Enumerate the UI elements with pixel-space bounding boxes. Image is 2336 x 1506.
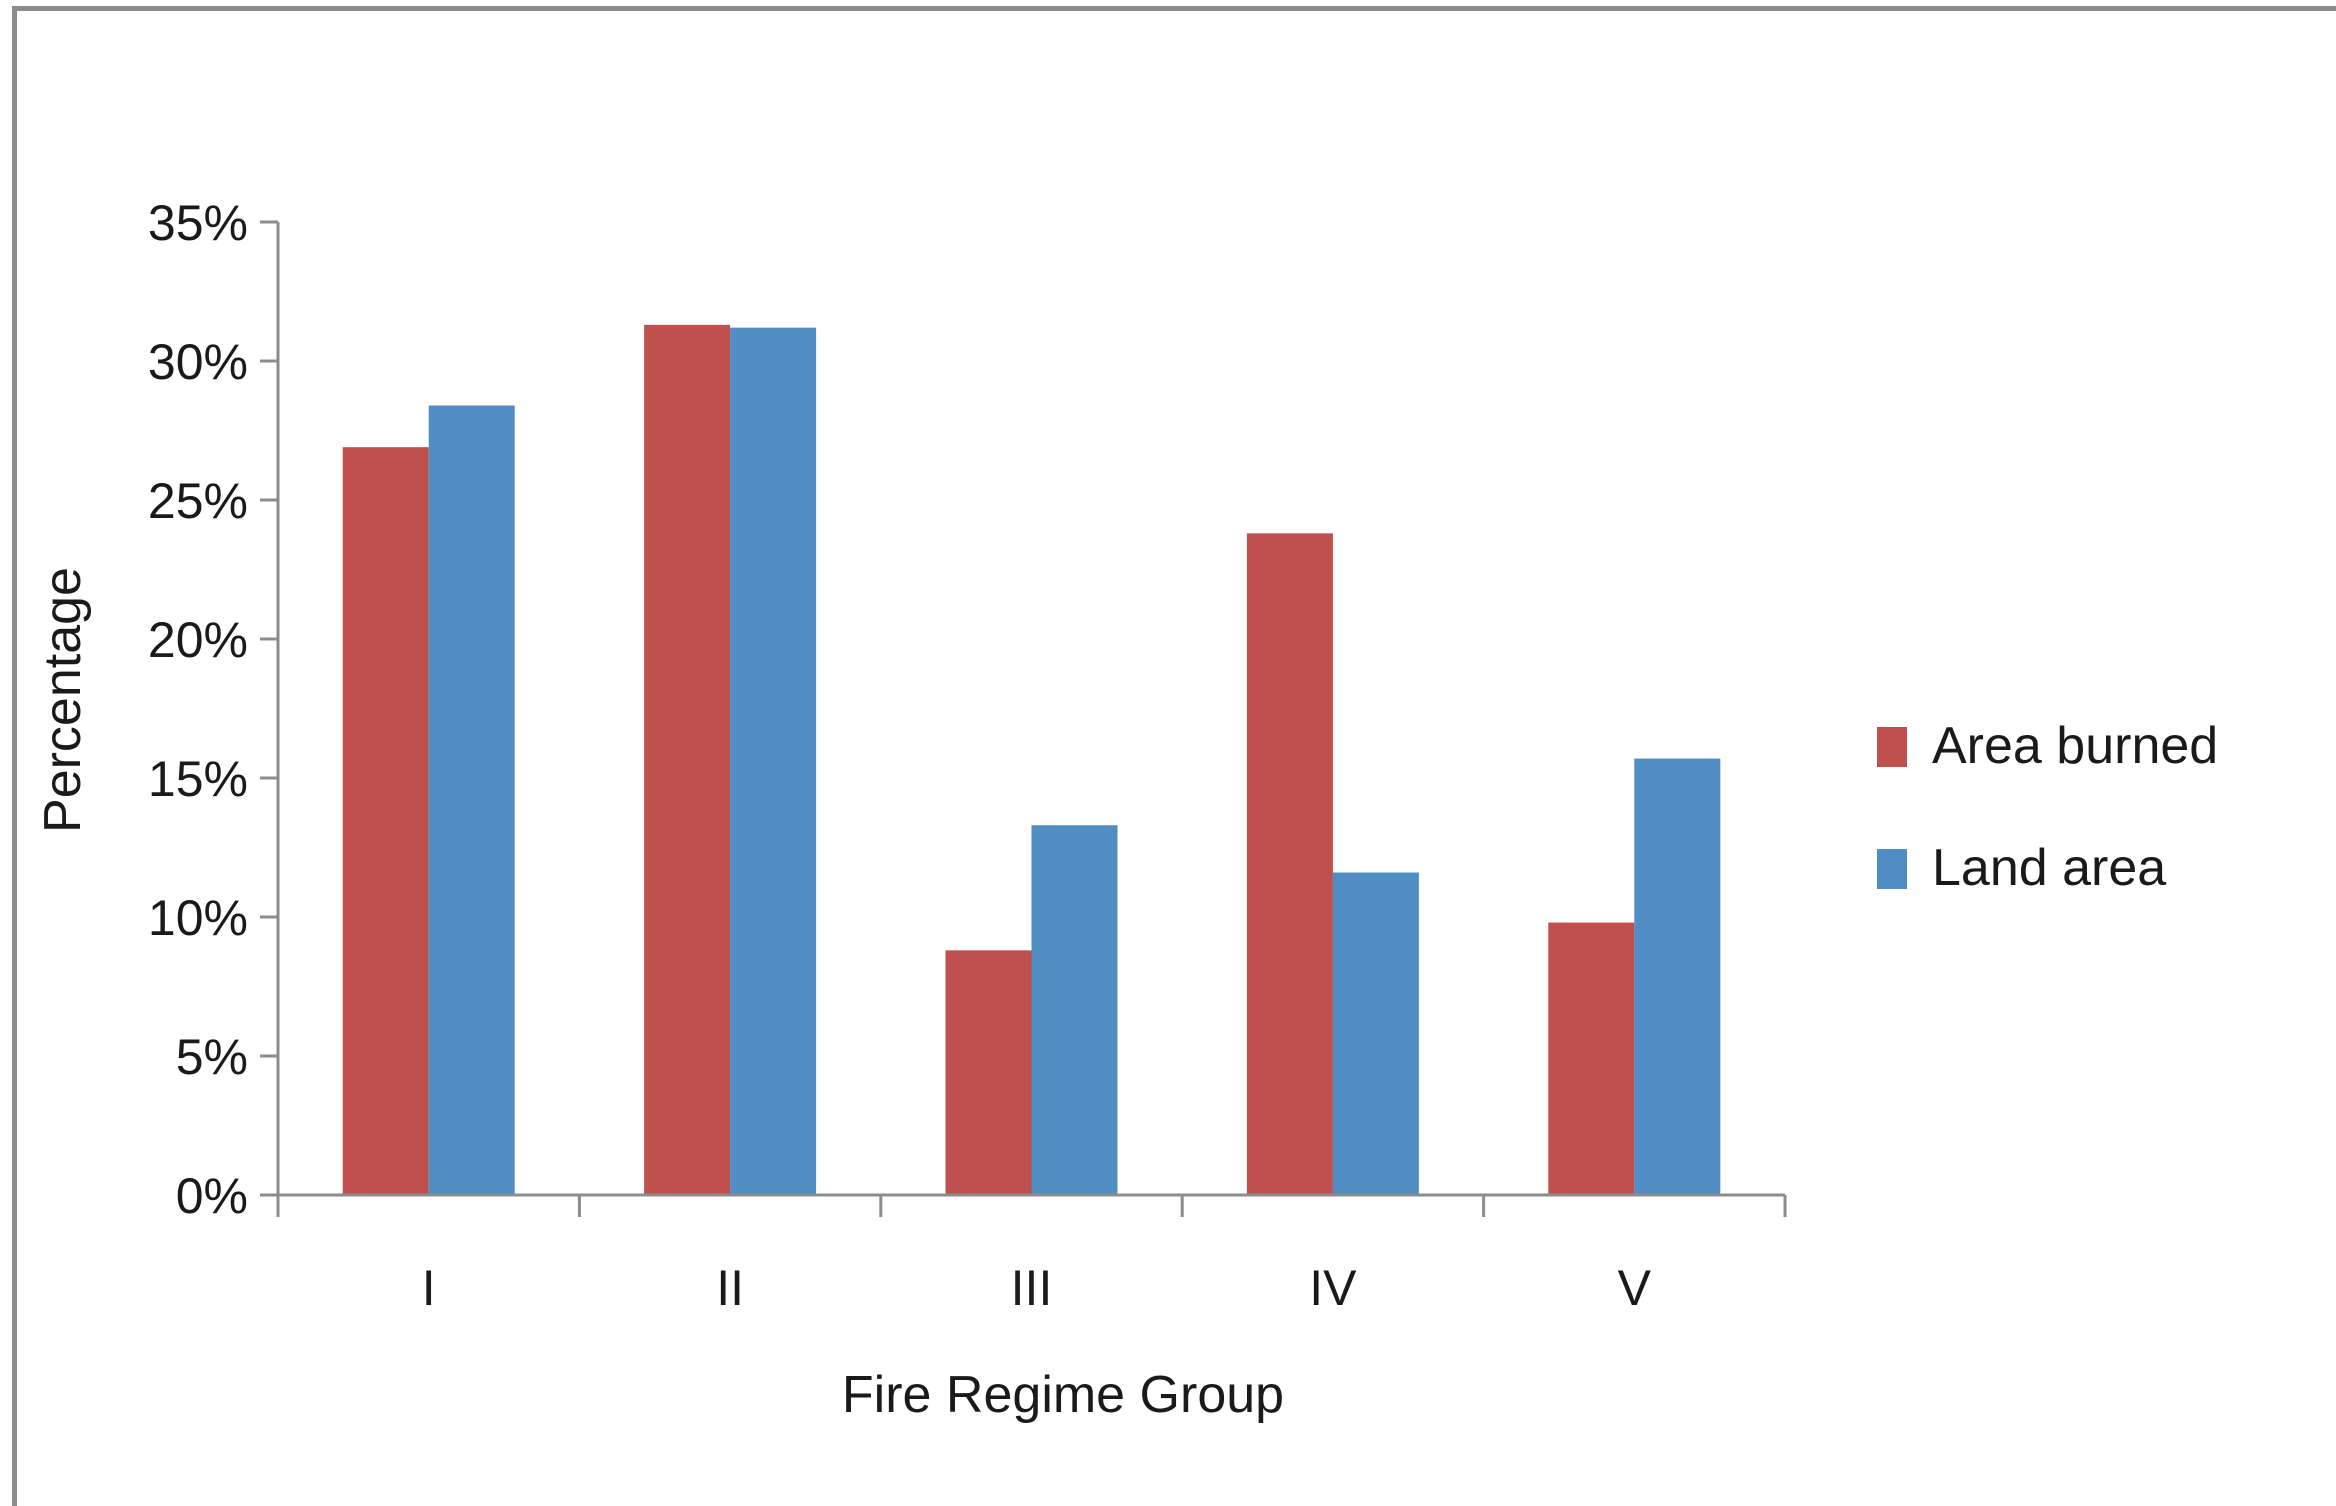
bar-area-burned-I [342,447,429,1195]
y-tick-label: 30% [148,334,248,390]
x-tick-label: V [1618,1260,1652,1316]
bar-land-area-V [1634,758,1721,1195]
bar-area-burned-IV [1246,533,1333,1195]
bar-land-area-IV [1332,872,1419,1195]
y-tick-label: 25% [148,473,248,529]
bar-area-burned-V [1548,922,1635,1195]
x-axis-title: Fire Regime Group [842,1366,1284,1424]
bar-land-area-III [1031,825,1118,1195]
y-tick-label: 5% [176,1029,248,1085]
x-tick-label: I [422,1260,436,1316]
bar-area-burned-III [945,950,1032,1195]
bar-area-burned-II [644,324,731,1195]
legend-label-area-burned: Area burned [1932,717,2218,775]
x-tick-label: II [716,1260,744,1316]
y-tick-label: 20% [148,612,248,668]
axes-layer [263,222,1785,1197]
x-tick-label: III [1011,1260,1053,1316]
legend-swatch-land-area [1877,849,1907,889]
bar-land-area-I [428,405,515,1196]
y-axis-title: Percentage [34,567,92,833]
legend-label-land-area: Land area [1932,839,2166,897]
y-tick-label: 35% [148,195,248,251]
bar-land-area-II [730,327,817,1195]
y-ticks: 0% 5% 10% 15% 20% 25% 30% 35% [148,195,278,1224]
y-tick-label: 0% [176,1168,248,1224]
legend: Area burned Land area [1877,717,2218,897]
y-tick-label: 10% [148,890,248,946]
bars-layer [342,324,1721,1196]
legend-swatch-area-burned [1877,727,1907,767]
x-ticks: I II III IV V [276,1195,1787,1316]
x-tick-label: IV [1309,1260,1357,1316]
y-tick-label: 15% [148,751,248,807]
